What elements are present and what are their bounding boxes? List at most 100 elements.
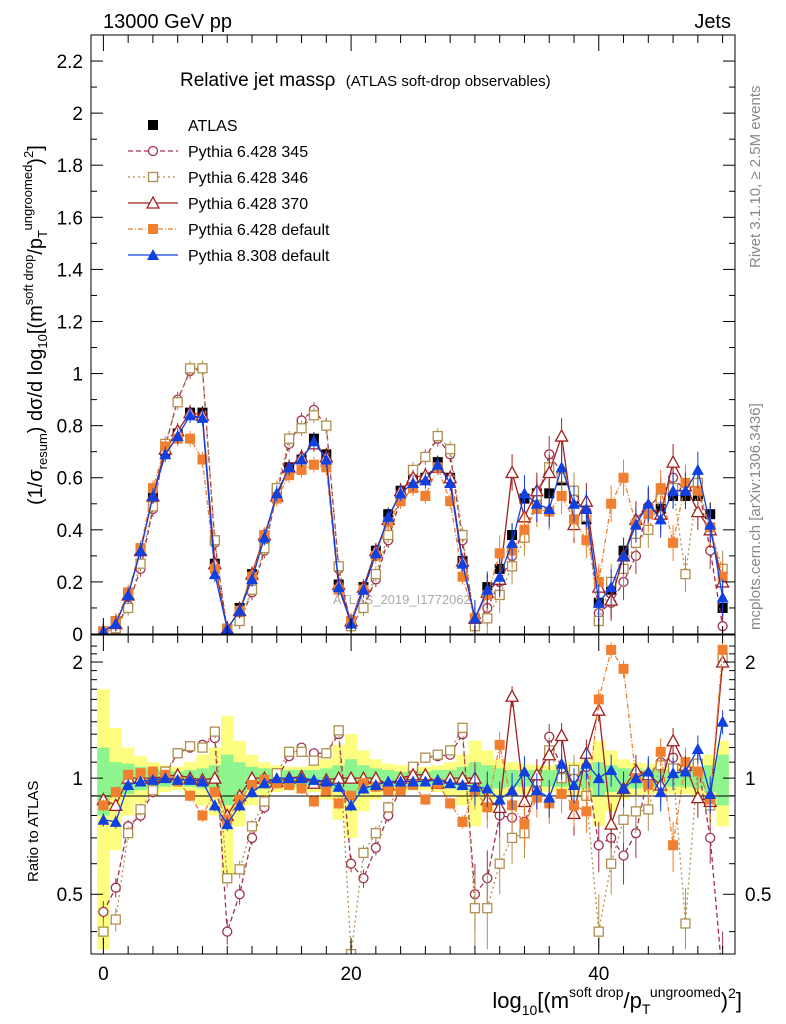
- ratio-point: [605, 763, 618, 775]
- data-point: [369, 547, 382, 559]
- ratio-point: [109, 815, 122, 827]
- ratio-point: [222, 926, 233, 937]
- data-point: [468, 612, 481, 624]
- data-point: [284, 433, 295, 444]
- ratio-point: [394, 775, 407, 787]
- data-point: [146, 489, 159, 501]
- legend-entry-3: Pythia 6.428 370: [128, 195, 308, 213]
- ratio-point: [258, 777, 271, 789]
- y-tick-label-top: 1.6: [57, 208, 83, 229]
- ratio-point: [692, 766, 703, 777]
- data-point: [134, 544, 147, 556]
- data-point: [655, 483, 666, 494]
- ratio-point: [506, 832, 518, 844]
- data-point: [494, 548, 505, 559]
- ratio-point: [98, 906, 109, 918]
- ratio-point: [108, 798, 123, 812]
- data-point: [197, 363, 208, 374]
- ratio-point: [332, 780, 345, 792]
- x-tick-label: 40: [588, 964, 609, 985]
- ratio-point: [370, 828, 381, 839]
- ratio-point: [618, 663, 629, 674]
- data-point: [196, 411, 209, 423]
- data-point: [704, 518, 717, 530]
- legend-marker: [148, 120, 158, 130]
- legend-marker: [148, 224, 158, 234]
- data-point: [209, 535, 220, 546]
- ratio-point: [123, 828, 134, 839]
- ratio-point: [432, 749, 443, 760]
- data-point: [691, 463, 704, 475]
- legend-marker: [147, 249, 159, 260]
- data-point: [307, 435, 320, 447]
- data-point: [506, 536, 519, 548]
- data-point: [184, 409, 197, 421]
- data-point: [580, 502, 593, 514]
- ratio-point: [135, 768, 146, 779]
- ratio-point: [431, 773, 444, 785]
- ratio-point: [569, 800, 579, 811]
- ratio-point: [667, 767, 680, 779]
- header-left: 13000 GeV pp: [103, 11, 232, 33]
- ratio-series-2: [98, 649, 728, 954]
- data-point: [320, 453, 333, 465]
- y-tick-label-top: 2.2: [57, 52, 83, 73]
- ratio-point: [184, 773, 197, 785]
- ratio-point: [295, 772, 308, 784]
- legend-marker: [145, 195, 161, 209]
- data-point: [667, 484, 680, 496]
- ratio-point: [716, 715, 729, 727]
- data-point: [296, 423, 307, 434]
- ratio-point: [593, 926, 604, 937]
- ratio-point: [604, 816, 619, 830]
- ratio-point: [383, 785, 394, 796]
- ratio-point: [110, 787, 121, 798]
- ratio-point: [493, 793, 506, 805]
- ratio-point: [705, 832, 716, 844]
- data-point: [295, 453, 308, 465]
- ratio-point: [568, 778, 580, 790]
- ratio-point: [555, 757, 568, 769]
- data-point: [481, 583, 494, 595]
- ratio-point: [284, 779, 295, 790]
- y-tick-label-bottom-right: 1: [745, 769, 756, 790]
- ratio-point: [221, 818, 234, 830]
- ratio-point: [445, 745, 456, 756]
- data-point: [542, 465, 557, 479]
- data-point: [184, 363, 196, 374]
- legend-label: Pythia 6.428 default: [188, 222, 330, 239]
- data-point: [358, 602, 369, 614]
- ratio-point: [247, 779, 257, 790]
- data-point: [717, 571, 728, 582]
- ratio-point: [445, 798, 456, 809]
- ratio-point: [234, 889, 245, 900]
- data-point: [654, 513, 667, 525]
- data-point: [172, 397, 183, 408]
- ratio-point: [383, 802, 394, 813]
- data-point: [617, 549, 630, 561]
- data-point: [554, 428, 569, 442]
- ratio-point: [283, 772, 296, 784]
- data-point: [593, 576, 604, 587]
- ratio-point: [123, 769, 134, 780]
- ratio-point: [494, 739, 505, 750]
- x-tick-label: 20: [341, 964, 362, 985]
- ratio-point: [717, 644, 728, 655]
- ratio-series-5: [97, 710, 729, 831]
- data-point: [296, 464, 307, 475]
- data-point: [185, 433, 196, 444]
- data-point: [445, 443, 456, 455]
- data-point: [383, 529, 394, 541]
- data-point: [493, 570, 506, 582]
- watermark: ATLAS_2019_I1772062: [333, 592, 471, 607]
- data-point: [321, 420, 332, 431]
- ratio-point: [135, 804, 146, 815]
- data-point: [123, 602, 134, 614]
- ratio-point: [110, 914, 121, 925]
- data-point: [357, 583, 370, 595]
- data-point: [270, 487, 283, 499]
- ratio-point: [382, 775, 395, 787]
- ratio-point: [444, 777, 457, 789]
- ratio-point: [420, 752, 431, 763]
- ratio-point: [345, 858, 357, 869]
